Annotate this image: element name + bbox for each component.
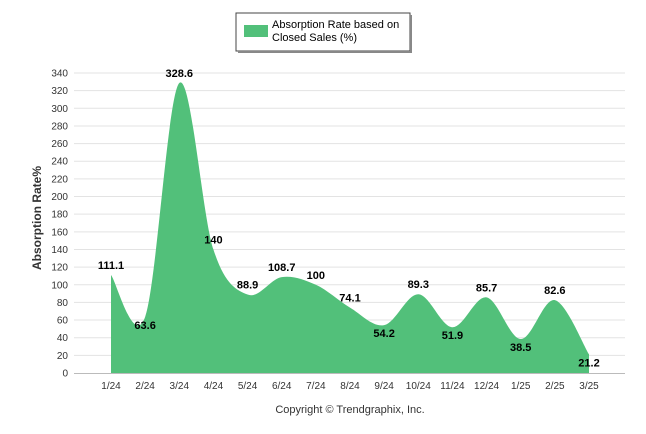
x-tick-label-6-24: 6/24 <box>272 381 292 392</box>
y-tick-label-140: 140 <box>51 245 68 256</box>
y-tick-label-80: 80 <box>57 298 69 309</box>
y-tick-label-220: 220 <box>51 174 68 185</box>
legend[interactable]: Absorption Rate based on Closed Sales (%… <box>235 12 412 53</box>
x-tick-label-9-24: 9/24 <box>374 381 394 392</box>
data-label-3-25: 21.2 <box>578 357 599 369</box>
x-tick-label-2-24: 2/24 <box>135 381 155 392</box>
data-label-4-24: 140 <box>204 234 222 246</box>
y-tick-label-20: 20 <box>57 351 69 362</box>
x-tick-label-7-24: 7/24 <box>306 381 326 392</box>
legend-box-shadow <box>410 15 412 53</box>
series-area <box>110 82 590 374</box>
x-tick-label-8-24: 8/24 <box>340 381 360 392</box>
legend-label-line-1: Absorption Rate based on <box>272 19 399 31</box>
legend-box-shadow-bottom <box>238 51 412 53</box>
x-tick-label-1-24: 1/24 <box>101 381 121 392</box>
data-label-5-24: 88.9 <box>237 280 258 292</box>
legend-label-line-2: Closed Sales (%) <box>272 32 357 44</box>
data-label-2-25: 82.6 <box>544 285 565 297</box>
data-label-8-24: 74.1 <box>339 293 360 305</box>
y-tick-label-0: 0 <box>62 369 68 380</box>
data-label-10-24: 89.3 <box>408 279 429 291</box>
y-tick-label-200: 200 <box>51 192 68 203</box>
y-tick-label-280: 280 <box>51 121 68 132</box>
y-tick-label-120: 120 <box>51 263 68 274</box>
x-tick-label-11-24: 11/24 <box>440 381 465 392</box>
data-label-12-24: 85.7 <box>476 282 497 294</box>
x-tick-label-12-24: 12/24 <box>474 381 499 392</box>
y-tick-label-260: 260 <box>51 139 68 150</box>
y-tick-label-180: 180 <box>51 210 68 221</box>
axes: 0 20 40 60 80 100 120 140 160 180 200 220 240 260 280 3… <box>51 69 625 392</box>
x-tick-label-1-25: 1/25 <box>511 381 531 392</box>
y-tick-label-100: 100 <box>51 280 68 291</box>
copyright-footer: Copyright © Trendgraphix, Inc. <box>275 404 424 416</box>
series-area-absorption-rate <box>111 82 589 374</box>
y-tick-label-300: 300 <box>51 104 68 115</box>
x-tick-label-2-25: 2/25 <box>545 381 565 392</box>
x-tick-label-4-24: 4/24 <box>204 381 224 392</box>
data-label-6-24: 108.7 <box>268 262 296 274</box>
data-label-1-24: 111.1 <box>98 260 124 272</box>
data-label-11-24: 51.9 <box>442 330 463 342</box>
y-tick-label-240: 240 <box>51 157 68 168</box>
x-tick-label-3-25: 3/25 <box>579 381 599 392</box>
y-tick-label-340: 340 <box>51 69 68 80</box>
y-tick-label-60: 60 <box>57 316 69 327</box>
data-label-9-24: 54.2 <box>373 328 394 340</box>
x-tick-label-10-24: 10/24 <box>406 381 431 392</box>
data-label-1-25: 38.5 <box>510 342 531 354</box>
data-labels: 111.1 63.6 328.6 140 88.9 108.7 100 74.1 54.2 89.… <box>98 68 600 369</box>
y-tick-label-320: 320 <box>51 86 68 97</box>
legend-swatch <box>244 25 268 37</box>
y-tick-label-160: 160 <box>51 227 68 238</box>
data-label-2-24: 63.6 <box>134 320 155 332</box>
x-tick-label-3-24: 3/24 <box>170 381 190 392</box>
x-tick-label-5-24: 5/24 <box>238 381 258 392</box>
y-axis-title: Absorption Rate% <box>30 166 44 270</box>
data-label-7-24: 100 <box>307 270 325 282</box>
y-tick-label-40: 40 <box>57 333 69 344</box>
data-label-3-24: 328.6 <box>166 68 194 80</box>
